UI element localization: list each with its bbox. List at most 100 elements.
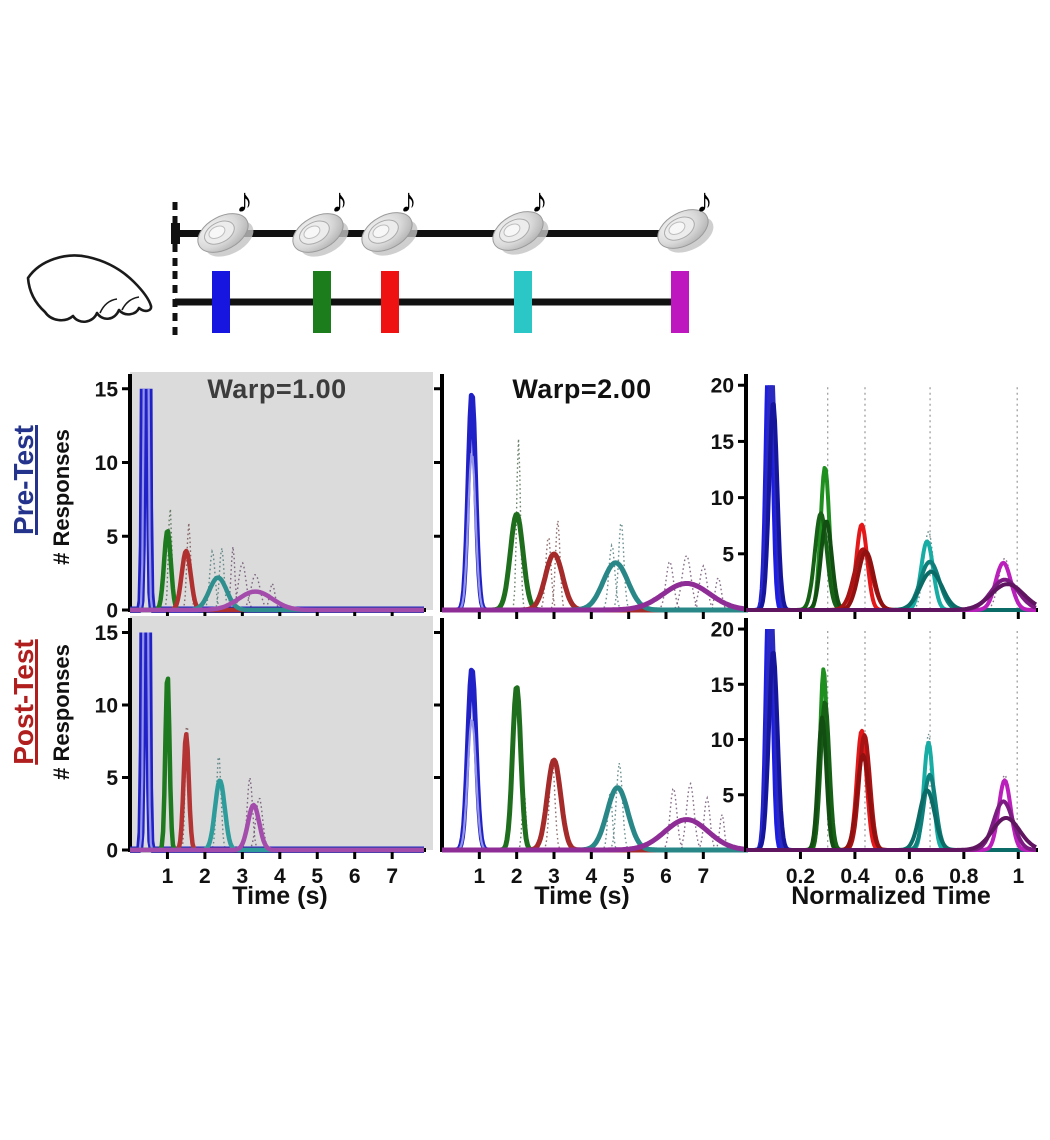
- note-icon: ♪: [400, 182, 417, 220]
- chart-pre_norm: 5 10 15 20: [711, 374, 1038, 619]
- chart-title-warp2: Warp=2.00: [512, 374, 652, 404]
- y-tick-label: 15: [711, 674, 735, 697]
- series-purple-3: [745, 816, 1037, 852]
- note-icon: ♪: [331, 182, 348, 220]
- x-tick-label: 1: [1012, 865, 1024, 888]
- metronome-timeline: [171, 202, 688, 266]
- series-purple-3: [745, 582, 1038, 612]
- series-red-3: [745, 549, 1037, 612]
- event-marker-2: [313, 271, 331, 333]
- event-marker-1: [212, 271, 230, 333]
- series-event1-blue: [440, 392, 750, 613]
- note-icon: ♪: [696, 182, 713, 220]
- x-tick-label: 6: [349, 865, 361, 888]
- series-blue-2: [745, 385, 1037, 612]
- row-label-post-test: Post-Test: [8, 639, 39, 765]
- hand-icon: [26, 254, 153, 323]
- x-tick-label: 5: [311, 865, 323, 888]
- series-event1-blue: [440, 667, 750, 853]
- event-marker-3: [381, 271, 399, 333]
- tap-timeline: [172, 271, 689, 335]
- dotted-trial-trace: [442, 756, 748, 851]
- series-event1-blue-highlight: [442, 718, 748, 852]
- y-tick-label: 10: [95, 452, 118, 475]
- plot-background: [130, 372, 433, 610]
- series-event5-purple: [128, 802, 426, 853]
- chart-title-warp1: Warp=1.00: [207, 374, 347, 404]
- x-tick-label: 1: [473, 865, 485, 888]
- series-red-2: [745, 547, 1037, 612]
- x-tick-label: 3: [237, 865, 249, 888]
- x-tick-label: 0.6: [895, 865, 924, 888]
- speaker-icon: [292, 213, 349, 257]
- series-purple-1: [745, 778, 1037, 852]
- series-blue-1: [745, 385, 1037, 612]
- schematic: ♪ ♪ ♪ ♪ ♪: [26, 182, 714, 335]
- series-blue-3: [745, 402, 1037, 612]
- series-teal-1: [745, 539, 1037, 612]
- curves: [440, 392, 750, 613]
- speaker-icon: [657, 209, 714, 253]
- y-tick-label: 15: [95, 378, 119, 401]
- x-tick-label: 6: [660, 865, 672, 888]
- x-tick-label: 7: [386, 865, 398, 888]
- x-tick-label: 5: [623, 865, 635, 888]
- curves: [128, 632, 426, 853]
- x-axis-label-time-middle: Time (s): [534, 882, 630, 910]
- dotted-trial-trace: [746, 557, 1036, 611]
- y-tick-label: 10: [95, 695, 118, 718]
- x-tick-label: 0.2: [786, 865, 815, 888]
- x-tick-label: 4: [585, 865, 597, 888]
- speaker-icon: [197, 213, 254, 257]
- y-tick-label: 20: [711, 375, 734, 398]
- chart-post_warp1: 1 2 3 4 5 6 7 0 5 10 15: [95, 616, 433, 888]
- x-tick-label: 2: [199, 865, 211, 888]
- series-blue-2: [745, 629, 1037, 852]
- dotted-trial-trace: [442, 560, 748, 611]
- y-tick-label: 20: [711, 619, 734, 642]
- event-marker-4: [514, 271, 532, 333]
- speaker-row: ♪ ♪ ♪ ♪ ♪: [197, 182, 714, 257]
- y-tick-label: 0: [106, 840, 118, 863]
- x-tick-label: 3: [548, 865, 560, 888]
- dotted-trial-trace: [442, 554, 748, 611]
- speaker-icon: [492, 211, 549, 255]
- speaker-icon: [361, 212, 418, 256]
- series-event5-purple: [128, 589, 426, 613]
- dotted-trial-trace: [442, 438, 748, 611]
- x-axis-label-normalized: Normalized Time: [791, 882, 991, 910]
- y-tick-label: 15: [711, 431, 735, 454]
- y-tick-label: 5: [722, 543, 734, 566]
- row-label-pre-test: Pre-Test: [8, 425, 39, 535]
- x-tick-label: 2: [511, 865, 523, 888]
- x-tick-label: 0.4: [840, 865, 870, 888]
- x-axis-label-time-left: Time (s): [232, 882, 328, 910]
- y-tick-label: 0: [106, 600, 118, 623]
- series-event5-purple: [440, 817, 750, 853]
- x-tick-label: 1: [162, 865, 174, 888]
- y-tick-label: 10: [711, 729, 734, 752]
- y-tick-label: 5: [106, 767, 118, 790]
- series-event5-purple: [440, 581, 750, 613]
- chart-post_warp2: 1 2 3 4 5 6 7: [434, 618, 750, 888]
- curves: [745, 385, 1038, 612]
- plot-background: [130, 616, 433, 850]
- y-tick-label: 15: [95, 622, 119, 645]
- x-tick-label: 7: [697, 865, 709, 888]
- curves: [745, 629, 1037, 852]
- event-marker-5: [671, 271, 689, 333]
- series-event4-teal: [440, 785, 750, 853]
- curves: [128, 388, 426, 613]
- note-icon: ♪: [531, 182, 548, 220]
- y-axis-label-pre: # Responses: [49, 429, 74, 565]
- chart-pre_warp2: [434, 374, 750, 619]
- x-tick-label: 0.8: [949, 865, 979, 888]
- y-axis-label-post: # Responses: [49, 644, 74, 780]
- y-tick-label: 10: [711, 487, 734, 510]
- curves: [440, 667, 750, 853]
- chart-pre_warp1: 0 5 10 15: [95, 372, 433, 623]
- y-tick-label: 5: [106, 526, 118, 549]
